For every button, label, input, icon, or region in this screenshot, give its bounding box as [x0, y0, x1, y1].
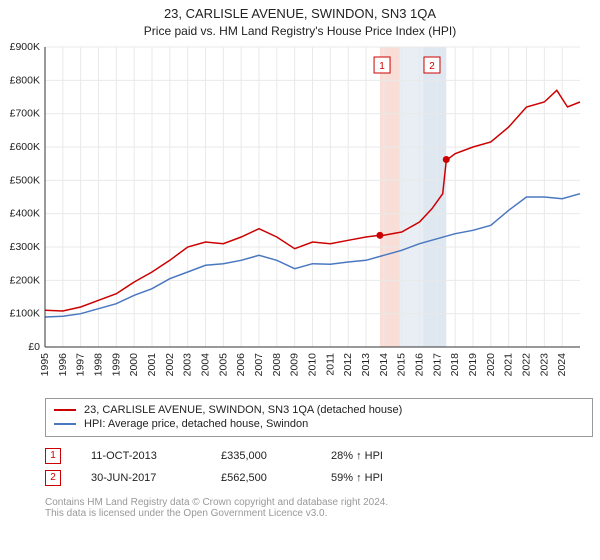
svg-text:2023: 2023 — [538, 353, 550, 377]
svg-text:2004: 2004 — [200, 353, 212, 377]
svg-text:1998: 1998 — [93, 353, 105, 377]
svg-text:£900K: £900K — [10, 42, 40, 53]
chart-svg: £0 £100K £200K £300K £400K £500K £600K £700K £80… — [0, 42, 600, 392]
svg-text:1999: 1999 — [110, 353, 122, 377]
sale-date: 11-OCT-2013 — [91, 450, 191, 462]
svg-text:£300K: £300K — [10, 241, 40, 253]
svg-text:2008: 2008 — [271, 353, 283, 377]
svg-text:2019: 2019 — [467, 353, 479, 377]
svg-text:£100K: £100K — [10, 308, 40, 320]
sale-marker-badge: 1 — [45, 448, 61, 464]
svg-text:2011: 2011 — [324, 353, 336, 376]
svg-text:2024: 2024 — [556, 353, 568, 377]
svg-text:1997: 1997 — [75, 353, 87, 377]
footnote-line: This data is licensed under the Open Gov… — [45, 508, 575, 519]
svg-text:£200K: £200K — [10, 274, 40, 286]
svg-text:2014: 2014 — [378, 353, 390, 377]
sale-hpi: 59% ↑ HPI — [331, 472, 383, 484]
svg-text:2001: 2001 — [146, 353, 158, 377]
svg-text:£700K: £700K — [10, 108, 40, 120]
legend-row: 23, CARLISLE AVENUE, SWINDON, SN3 1QA (d… — [54, 403, 584, 417]
title-block: 23, CARLISLE AVENUE, SWINDON, SN3 1QA Pr… — [0, 0, 600, 42]
chart: £0 £100K £200K £300K £400K £500K £600K £700K £80… — [0, 42, 600, 392]
svg-text:2003: 2003 — [182, 353, 194, 377]
table-row: 1 11-OCT-2013 £335,000 28% ↑ HPI — [45, 445, 575, 467]
svg-text:£0: £0 — [28, 341, 40, 353]
legend-row: HPI: Average price, detached house, Swin… — [54, 417, 584, 431]
legend-label: 23, CARLISLE AVENUE, SWINDON, SN3 1QA (d… — [84, 404, 402, 416]
svg-text:2: 2 — [429, 61, 435, 72]
svg-text:2013: 2013 — [360, 353, 372, 377]
svg-text:1995: 1995 — [39, 353, 51, 377]
legend-label: HPI: Average price, detached house, Swin… — [84, 418, 308, 430]
title-sub: Price paid vs. HM Land Registry's House … — [0, 24, 600, 38]
svg-text:2017: 2017 — [431, 353, 443, 377]
svg-text:2006: 2006 — [235, 353, 247, 377]
legend-swatch — [54, 409, 76, 411]
sale-date: 30-JUN-2017 — [91, 472, 191, 484]
footnote-line: Contains HM Land Registry data © Crown c… — [45, 497, 575, 508]
svg-text:£800K: £800K — [10, 74, 40, 86]
sale-price: £335,000 — [221, 450, 301, 462]
svg-text:2000: 2000 — [128, 353, 140, 377]
svg-text:2005: 2005 — [217, 353, 229, 377]
svg-text:2009: 2009 — [289, 353, 301, 377]
svg-text:2002: 2002 — [164, 353, 176, 377]
svg-text:1996: 1996 — [57, 353, 69, 377]
svg-text:2018: 2018 — [449, 353, 461, 377]
footnote: Contains HM Land Registry data © Crown c… — [45, 497, 575, 519]
sale-marker-badge: 2 — [45, 470, 61, 486]
sale-price: £562,500 — [221, 472, 301, 484]
svg-text:£400K: £400K — [10, 208, 40, 220]
svg-text:2021: 2021 — [503, 353, 515, 377]
svg-text:2022: 2022 — [521, 353, 533, 377]
svg-text:2010: 2010 — [307, 353, 319, 377]
svg-text:£600K: £600K — [10, 141, 40, 153]
svg-text:2007: 2007 — [253, 353, 265, 377]
sale-hpi: 28% ↑ HPI — [331, 450, 383, 462]
svg-text:2015: 2015 — [396, 353, 408, 377]
svg-text:2020: 2020 — [485, 353, 497, 377]
svg-text:1: 1 — [379, 61, 385, 72]
svg-text:2012: 2012 — [342, 353, 354, 377]
svg-text:£500K: £500K — [10, 174, 40, 186]
table-row: 2 30-JUN-2017 £562,500 59% ↑ HPI — [45, 467, 575, 489]
svg-text:2016: 2016 — [414, 353, 426, 377]
legend: 23, CARLISLE AVENUE, SWINDON, SN3 1QA (d… — [45, 398, 593, 437]
legend-swatch — [54, 423, 76, 425]
title-main: 23, CARLISLE AVENUE, SWINDON, SN3 1QA — [0, 6, 600, 21]
sales-table: 1 11-OCT-2013 £335,000 28% ↑ HPI 2 30-JU… — [45, 445, 575, 489]
